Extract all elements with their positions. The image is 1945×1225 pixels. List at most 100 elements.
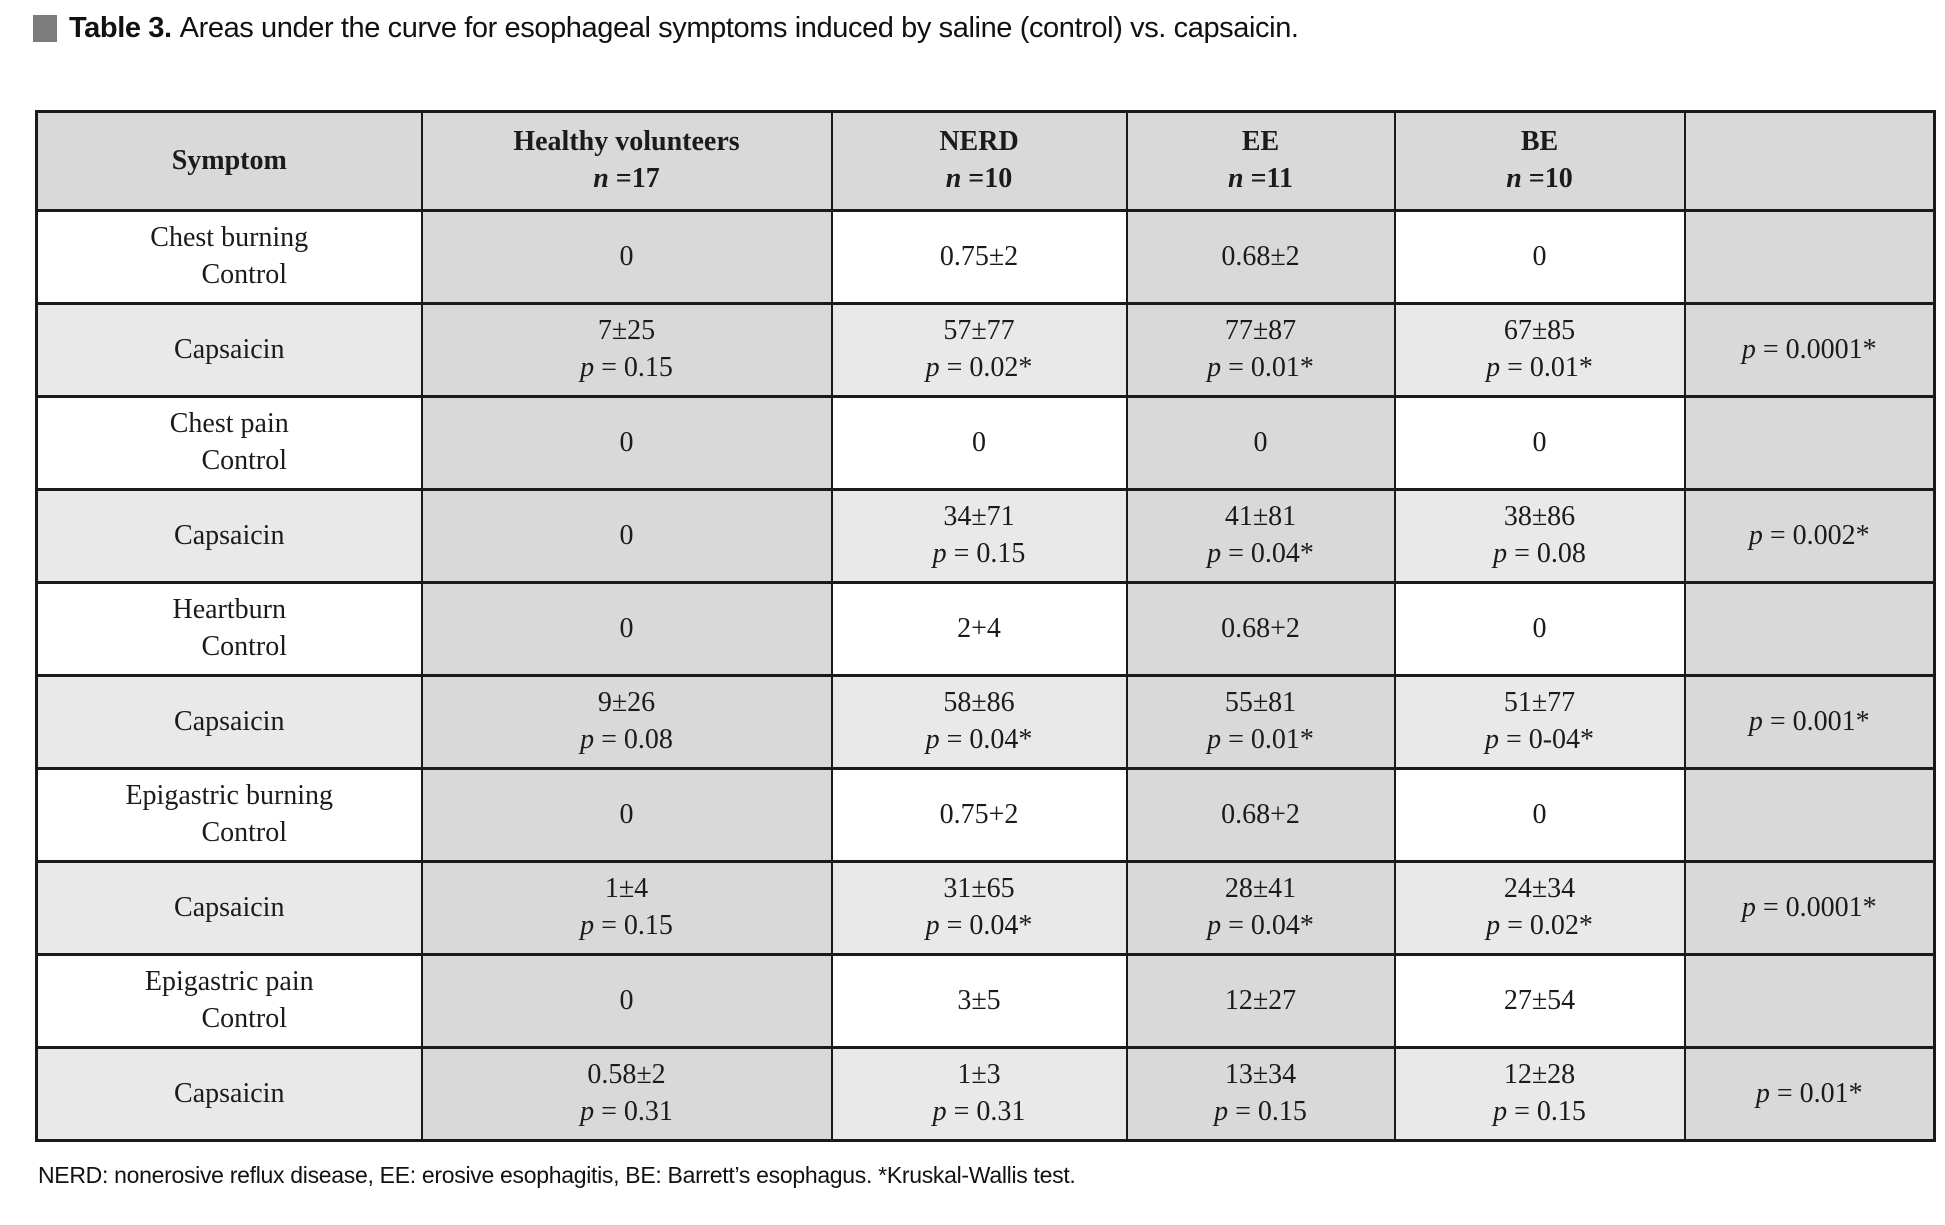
cell-value: 0.68+2 <box>1221 612 1300 644</box>
p-eq-value: = 0.31 <box>594 1096 673 1127</box>
symptom-cell: Epigastric pain Control <box>35 953 423 1049</box>
p-eq-value: = 0.01* <box>1500 352 1593 383</box>
p-eq-value: = 0.04* <box>1221 910 1314 941</box>
cell-value: 0.75±2 <box>939 240 1019 272</box>
symptom-cell: Chest pain Control <box>35 395 423 491</box>
cell-p-value: p = 0.31 <box>429 1094 825 1131</box>
symptom-sub-label: Control <box>201 631 288 662</box>
cell-p-value: p = 0.01* <box>1402 350 1678 387</box>
symptom-label: Capsaicin <box>174 891 285 923</box>
p-symbol: p <box>1207 352 1222 383</box>
p-value-cell <box>1683 209 1936 305</box>
table-row: Chest pain Control 0 0 0 0 <box>35 395 1936 491</box>
p-value-cell <box>1683 767 1936 863</box>
cell-value: 51±77 <box>1503 687 1576 719</box>
p-symbol: p <box>1207 538 1222 569</box>
value-cell: 0.68±2 <box>1125 209 1396 305</box>
cell-value: 0 <box>619 798 634 830</box>
p-eq-value: = 0.04* <box>1221 538 1314 569</box>
cell-value: 3±5 <box>957 984 1001 1016</box>
cell-value: 67±85 <box>1503 315 1576 347</box>
value-cell: 67±85 p = 0.01* <box>1393 302 1686 398</box>
symptom-sub-label: Control <box>201 817 288 848</box>
cell-value: 0 <box>972 426 986 458</box>
p-value-cell: p = 0.001* <box>1683 674 1936 770</box>
p-symbol: p <box>580 352 595 383</box>
value-cell: 1±3 p = 0.31 <box>830 1046 1128 1142</box>
header-group-label: BE <box>1520 126 1559 158</box>
value-cell: 58±86 p = 0.04* <box>830 674 1128 770</box>
p-eq-value: = 0.04* <box>939 724 1033 755</box>
square-bullet-icon <box>33 15 57 42</box>
value-cell: 34±71 p = 0.15 <box>830 488 1128 584</box>
cell-value: 34±71 <box>943 501 1015 533</box>
cell-p-value: p = 0.04* <box>839 722 1120 759</box>
header-group-n: n =11 <box>1134 161 1388 198</box>
value-cell: 0 <box>420 488 833 584</box>
symptom-label: Epigastric burning <box>125 780 334 812</box>
value-cell: 1±4 p = 0.15 <box>420 860 833 956</box>
cell-value: 55±81 <box>1224 687 1297 719</box>
p-symbol: p <box>1486 352 1501 383</box>
cell-p-value: p = 0.15 <box>429 908 825 945</box>
value-cell: 7±25 p = 0.15 <box>420 302 833 398</box>
table-row: Chest burning Control 0 0.75±2 0.68±2 0 <box>35 209 1936 305</box>
n-value: =10 <box>1521 163 1573 194</box>
cell-p-value: p = 0-04* <box>1402 722 1678 759</box>
p-symbol: p <box>580 910 595 941</box>
value-cell: 0 <box>420 767 833 863</box>
cell-value: 77±87 <box>1224 315 1297 347</box>
cell-p-value: p = 0.08 <box>1402 536 1678 573</box>
n-value: =17 <box>608 163 660 194</box>
n-value: =10 <box>961 163 1013 194</box>
n-symbol: n <box>1506 163 1522 194</box>
table-row: Epigastric pain Control 0 3±5 12±27 27±54 <box>35 953 1936 1049</box>
p-symbol: p <box>925 352 940 383</box>
symptom-cell: Capsaicin <box>35 674 423 770</box>
p-value-cell: p = 0.01* <box>1683 1046 1936 1142</box>
p-symbol: p <box>1755 1077 1770 1109</box>
table-body: Chest burning Control 0 0.75±2 0.68±2 0 Capsai… <box>35 209 1936 1142</box>
header-group-n: n =17 <box>429 161 825 198</box>
cell-value: 27±54 <box>1503 984 1576 1016</box>
symptom-cell: Capsaicin <box>35 1046 423 1142</box>
footnote: NERD: nonerosive reflux disease, EE: ero… <box>38 1162 1076 1188</box>
p-eq-value: = 0.31 <box>946 1096 1026 1127</box>
cell-p-value: p = 0.08 <box>429 722 825 759</box>
header-group-label: NERD <box>939 126 1019 158</box>
table-row: Epigastric burning Control 0 0.75+2 0.68+2 0 <box>35 767 1936 863</box>
value-cell: 0 <box>1393 767 1686 863</box>
value-cell: 0 <box>1393 209 1686 305</box>
symptom-sub-label: Control <box>201 1003 288 1034</box>
cell-p-value: p = 0.04* <box>839 908 1120 945</box>
data-table: Symptom Healthy volunteers n =17 NERD n … <box>35 110 1936 1142</box>
n-value: =11 <box>1243 163 1293 194</box>
cell-value: 0 <box>1532 612 1547 644</box>
table-row: Capsaicin 0 34±71 p = 0.15 41±81 p = 0.04* 38±… <box>35 488 1936 584</box>
p-eq-value: = 0.15 <box>594 352 673 383</box>
value-cell: 0 <box>420 209 833 305</box>
symptom-cell: Chest burning Control <box>35 209 423 305</box>
p-symbol: p <box>580 1096 595 1127</box>
caption-label: Table 3. <box>69 12 172 44</box>
cell-p-value: p = 0.15 <box>839 536 1120 573</box>
cell-value: 0 <box>619 519 634 551</box>
table-row: Capsaicin 1±4 p = 0.15 31±65 p = 0.04* 28±41 p… <box>35 860 1936 956</box>
p-symbol: p <box>1748 705 1763 737</box>
cell-value: 0.75+2 <box>939 798 1019 830</box>
symptom-label: Capsaicin <box>174 333 285 365</box>
value-cell: 0.68+2 <box>1125 767 1396 863</box>
table-row: Capsaicin 7±25 p = 0.15 57±77 p = 0.02* 77±87… <box>35 302 1936 398</box>
n-symbol: n <box>945 163 962 194</box>
p-symbol: p <box>1484 724 1499 755</box>
p-eq-value: = 0.15 <box>1507 1096 1586 1127</box>
p-value-cell <box>1683 953 1936 1049</box>
p-value-cell: p = 0.002* <box>1683 488 1936 584</box>
cell-value: 0.68+2 <box>1221 798 1300 830</box>
p-eq-value: = 0.08 <box>1507 538 1586 569</box>
table-row: Capsaicin 9±26 p = 0.08 58±86 p = 0.04* 55±81… <box>35 674 1936 770</box>
cell-value: 0.58±2 <box>587 1059 666 1091</box>
cell-value: 0 <box>1532 240 1547 272</box>
symptom-cell: Heartburn Control <box>35 581 423 677</box>
